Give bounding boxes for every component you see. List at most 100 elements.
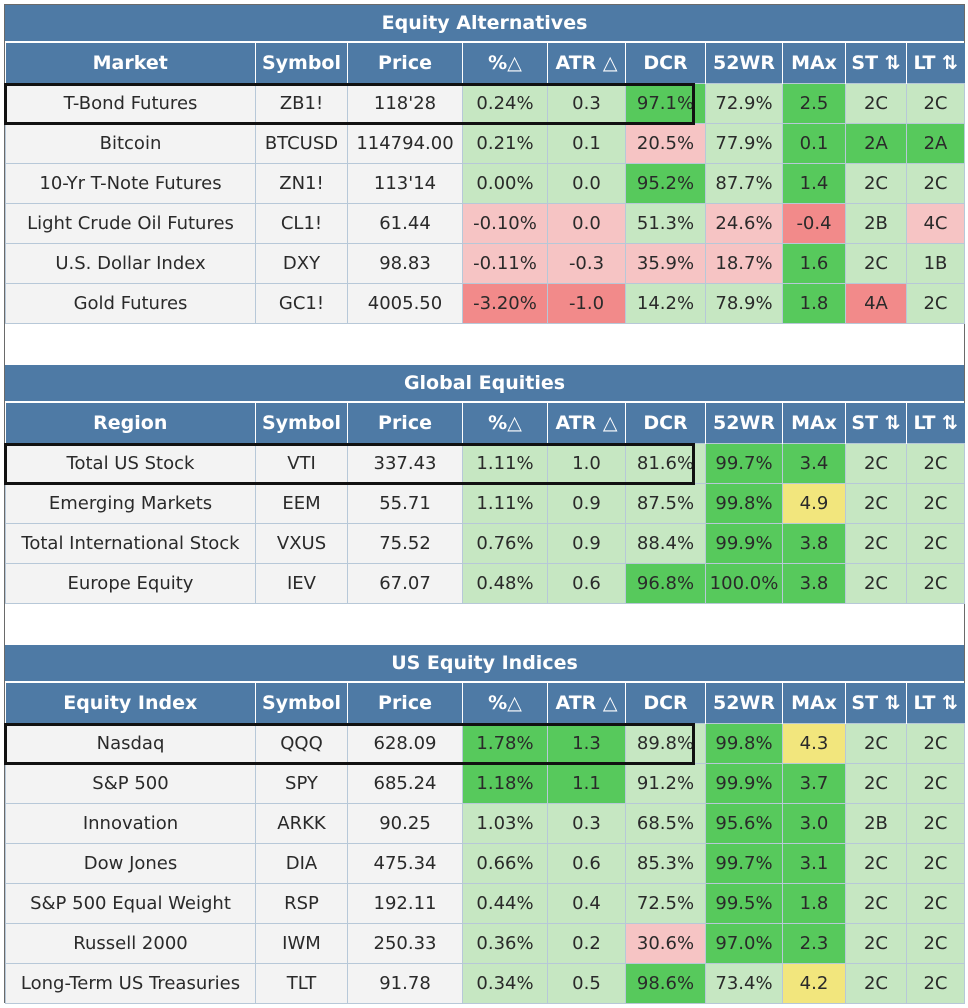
table-row[interactable]: Light Crude Oil Futures CL1! 61.44 -0.10% 0.… <box>5 202 965 244</box>
table-row[interactable]: Europe Equity IEV 67.07 0.48% 0.6 96.8% 100.0%… <box>5 562 965 604</box>
cell-price: 114794.00 <box>347 122 463 164</box>
column-header-st[interactable]: ST ⇅ <box>845 683 907 723</box>
column-header-pct-change[interactable]: %△ <box>462 403 548 443</box>
column-header-st[interactable]: ST ⇅ <box>845 43 907 83</box>
cell-lt: 1B <box>906 242 965 284</box>
cell-max: 4.9 <box>782 482 846 524</box>
column-header-symbol[interactable]: Symbol <box>255 683 348 723</box>
column-header-name[interactable]: Region <box>5 403 256 443</box>
table-row[interactable]: Gold Futures GC1! 4005.50 -3.20% -1.0 14.2% 78… <box>5 282 965 324</box>
cell-max: 4.3 <box>782 722 846 764</box>
cell-pct-change: 1.03% <box>462 802 548 844</box>
column-header-52wr[interactable]: 52WR <box>705 403 783 443</box>
column-header-name[interactable]: Equity Index <box>5 683 256 723</box>
column-header-lt[interactable]: LT ⇅ <box>906 43 965 83</box>
us-equity-indices-section: US Equity Indices Equity Index Symbol Pric… <box>5 645 965 1004</box>
cell-lt: 2C <box>906 522 965 564</box>
table-row[interactable]: S&P 500 SPY 685.24 1.18% 1.1 91.2% 99.9% 3.7 2C 2… <box>5 762 965 804</box>
table-row[interactable]: Nasdaq QQQ 628.09 1.78% 1.3 89.8% 99.8% 4.3 2C 2C <box>5 722 965 764</box>
cell-price: 475.34 <box>347 842 463 884</box>
column-header-lt[interactable]: LT ⇅ <box>906 403 965 443</box>
table-row[interactable]: Innovation ARKK 90.25 1.03% 0.3 68.5% 95.6% 3.0… <box>5 802 965 844</box>
column-header-pct-change[interactable]: %△ <box>462 683 548 723</box>
header-row: Equity Index Symbol Price %△ ATR △ DCR 52WR MAx… <box>5 683 965 723</box>
cell-dcr: 98.6% <box>625 962 706 1004</box>
cell-st: 2B <box>845 202 907 244</box>
cell-price: 118'28 <box>347 82 463 124</box>
column-header-name[interactable]: Market <box>5 43 256 83</box>
cell-symbol: EEM <box>255 482 348 524</box>
cell-max: 3.7 <box>782 762 846 804</box>
cell-atr-change: 0.6 <box>547 562 626 604</box>
column-header-atr-change[interactable]: ATR △ <box>547 683 626 723</box>
column-header-symbol[interactable]: Symbol <box>255 403 348 443</box>
table-row[interactable]: Russell 2000 IWM 250.33 0.36% 0.2 30.6% 97.0% 2… <box>5 922 965 964</box>
cell-52wr: 77.9% <box>705 122 783 164</box>
cell-52wr: 24.6% <box>705 202 783 244</box>
column-header-lt[interactable]: LT ⇅ <box>906 683 965 723</box>
cell-pct-change: -3.20% <box>462 282 548 324</box>
cell-pct-change: 0.00% <box>462 162 548 204</box>
cell-price: 337.43 <box>347 442 463 484</box>
cell-atr-change: -1.0 <box>547 282 626 324</box>
table-row[interactable]: Long-Term US Treasuries TLT 91.78 0.34% 0.5 9… <box>5 962 965 1004</box>
cell-symbol: IWM <box>255 922 348 964</box>
cell-lt: 2A <box>906 122 965 164</box>
column-header-52wr[interactable]: 52WR <box>705 683 783 723</box>
cell-lt: 4C <box>906 202 965 244</box>
table-row[interactable]: T-Bond Futures ZB1! 118'28 0.24% 0.3 97.1% 72.… <box>5 82 965 124</box>
cell-max: 1.6 <box>782 242 846 284</box>
column-header-atr-change[interactable]: ATR △ <box>547 43 626 83</box>
cell-dcr: 97.1% <box>625 82 706 124</box>
cell-symbol: TLT <box>255 962 348 1004</box>
cell-dcr: 95.2% <box>625 162 706 204</box>
cell-symbol: IEV <box>255 562 348 604</box>
cell-max: -0.4 <box>782 202 846 244</box>
column-header-price[interactable]: Price <box>347 43 463 83</box>
column-header-dcr[interactable]: DCR <box>625 683 706 723</box>
cell-dcr: 81.6% <box>625 442 706 484</box>
cell-name: S&P 500 Equal Weight <box>5 882 256 924</box>
cell-atr-change: 0.2 <box>547 922 626 964</box>
cell-st: 2C <box>845 762 907 804</box>
table-row[interactable]: Bitcoin BTCUSD 114794.00 0.21% 0.1 20.5% 77.9%… <box>5 122 965 164</box>
column-header-max[interactable]: MAx <box>782 683 846 723</box>
table-row[interactable]: Total International Stock VXUS 75.52 0.76% 0… <box>5 522 965 564</box>
column-header-52wr[interactable]: 52WR <box>705 43 783 83</box>
column-header-pct-change[interactable]: %△ <box>462 43 548 83</box>
cell-max: 3.4 <box>782 442 846 484</box>
column-header-dcr[interactable]: DCR <box>625 43 706 83</box>
cell-st: 2B <box>845 802 907 844</box>
cell-symbol: ZN1! <box>255 162 348 204</box>
cell-52wr: 99.7% <box>705 842 783 884</box>
cell-max: 1.4 <box>782 162 846 204</box>
column-header-symbol[interactable]: Symbol <box>255 43 348 83</box>
cell-symbol: CL1! <box>255 202 348 244</box>
column-header-st[interactable]: ST ⇅ <box>845 403 907 443</box>
column-header-price[interactable]: Price <box>347 403 463 443</box>
cell-dcr: 20.5% <box>625 122 706 164</box>
column-header-atr-change[interactable]: ATR △ <box>547 403 626 443</box>
table-row[interactable]: Emerging Markets EEM 55.71 1.11% 0.9 87.5% 99.… <box>5 482 965 524</box>
cell-atr-change: 0.9 <box>547 482 626 524</box>
cell-52wr: 95.6% <box>705 802 783 844</box>
cell-atr-change: 0.5 <box>547 962 626 1004</box>
column-header-dcr[interactable]: DCR <box>625 403 706 443</box>
cell-atr-change: 0.3 <box>547 82 626 124</box>
column-header-price[interactable]: Price <box>347 683 463 723</box>
table-row[interactable]: Total US Stock VTI 337.43 1.11% 1.0 81.6% 99.7… <box>5 442 965 484</box>
cell-dcr: 85.3% <box>625 842 706 884</box>
cell-52wr: 99.8% <box>705 722 783 764</box>
cell-dcr: 88.4% <box>625 522 706 564</box>
cell-pct-change: 0.76% <box>462 522 548 564</box>
table-row[interactable]: Dow Jones DIA 475.34 0.66% 0.6 85.3% 99.7% 3.1 2… <box>5 842 965 884</box>
column-header-max[interactable]: MAx <box>782 403 846 443</box>
table-row[interactable]: U.S. Dollar Index DXY 98.83 -0.11% -0.3 35.9%… <box>5 242 965 284</box>
cell-symbol: ARKK <box>255 802 348 844</box>
cell-max: 3.0 <box>782 802 846 844</box>
cell-price: 113'14 <box>347 162 463 204</box>
table-row[interactable]: S&P 500 Equal Weight RSP 192.11 0.44% 0.4 72.… <box>5 882 965 924</box>
table-row[interactable]: 10-Yr T-Note Futures ZN1! 113'14 0.00% 0.0 95… <box>5 162 965 204</box>
column-header-max[interactable]: MAx <box>782 43 846 83</box>
cell-max: 3.8 <box>782 522 846 564</box>
